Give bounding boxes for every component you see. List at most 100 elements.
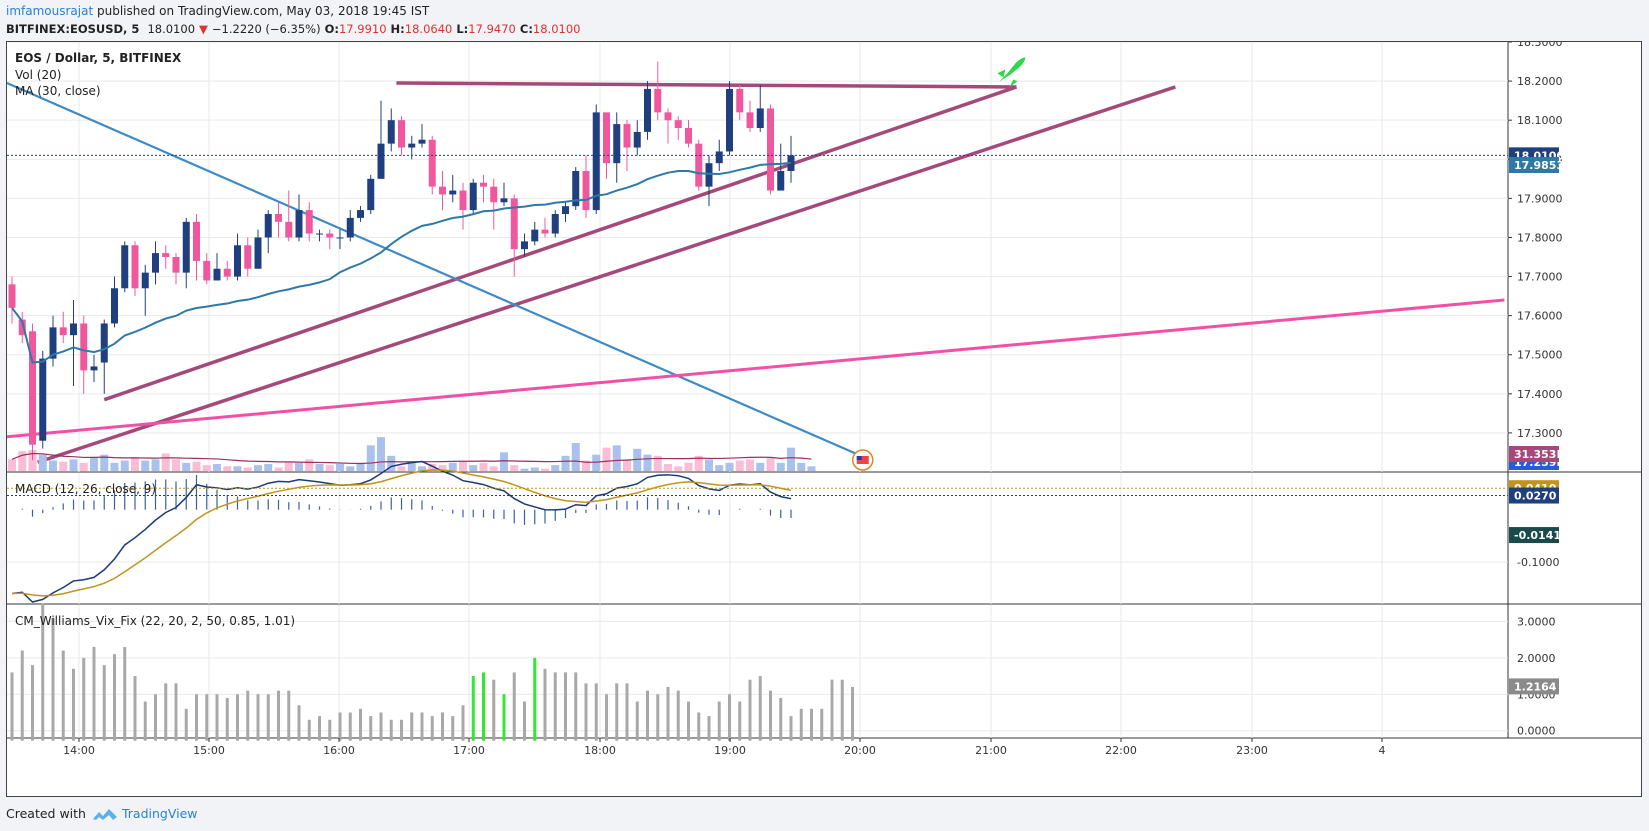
volume-bar [38, 454, 47, 471]
vix-bar [635, 701, 639, 741]
vix-bar [615, 683, 619, 741]
candle-body [49, 327, 57, 359]
volume-bar [28, 450, 37, 471]
candle-body [100, 323, 108, 363]
volume-bar [161, 453, 170, 471]
legend-title: EOS / Dollar, 5, BITFINEX [15, 51, 182, 65]
volume-bar [223, 466, 232, 471]
tradingview-logo-icon [92, 808, 117, 820]
candle-body [603, 112, 610, 164]
tradingview-link[interactable]: TradingView [92, 806, 198, 821]
volume-bar [602, 447, 611, 471]
volume-bar [346, 466, 355, 471]
signal-line [11, 469, 792, 597]
volume-badge: 31.353K [1514, 448, 1565, 461]
vix-bar [430, 716, 434, 741]
vix-bar [10, 672, 14, 741]
candle-body [316, 233, 323, 235]
vix-bar [359, 708, 362, 741]
volume-bar [756, 462, 765, 471]
legend-ma: MA (30, close) [15, 84, 101, 98]
candle-body [182, 221, 190, 273]
volume-bar [479, 462, 488, 471]
vix-bar [482, 672, 485, 741]
vix-bar [164, 683, 168, 741]
time-tick-label: 21:00 [975, 744, 1007, 757]
volume-bar [407, 461, 416, 471]
legend-macd: MACD (12, 26, close, 9) [15, 482, 156, 496]
volume-bar [213, 464, 221, 471]
volume-bar [295, 462, 303, 471]
vix-bar [779, 697, 783, 741]
vix-bar [133, 676, 137, 741]
trend-line [6, 298, 1505, 439]
ma-price-badge: 17.9853 [1514, 159, 1564, 172]
high-value: 18.0640 [404, 22, 453, 36]
price-tick-label: 18.3000 [1517, 42, 1563, 49]
vix-bar [799, 708, 803, 741]
volume-bar [274, 467, 283, 471]
us-flag-stripes [856, 456, 869, 464]
candle-body [623, 124, 631, 148]
candle-body [90, 366, 98, 371]
vix-bar [318, 716, 321, 741]
vix-bar [564, 672, 567, 741]
volume-bar [264, 464, 273, 471]
rocket-fins [997, 69, 1018, 88]
candle-body [29, 331, 36, 445]
candle-body [633, 131, 641, 148]
candle-body [746, 112, 754, 128]
ma-price-badge-bg [1509, 157, 1559, 174]
vix-bar [400, 719, 403, 741]
candle-body [377, 143, 385, 179]
candle-body [521, 241, 528, 250]
candle-body [777, 171, 785, 191]
trend-lines[interactable] [6, 81, 1505, 464]
vix-bar [656, 694, 660, 741]
chart-svg[interactable]: 14:00 15:00 16:00 17:00 18:00 19:00 20:00 21:00… [6, 36, 1641, 796]
vix-bar [379, 712, 383, 741]
candle-body [387, 120, 395, 144]
candle-body [70, 323, 77, 336]
volume-bar [325, 465, 334, 471]
last-price: 18.0100 [147, 22, 196, 36]
vix-bar [851, 686, 854, 741]
price-tick-label: 17.6000 [1517, 310, 1563, 323]
vix-bar [810, 708, 813, 741]
vix-bar [297, 705, 301, 741]
candle-body [592, 112, 600, 211]
volume-bar [674, 466, 683, 471]
time-tick-label: 23:00 [1236, 744, 1268, 757]
candle-body [469, 182, 477, 211]
volume-bar [284, 461, 293, 471]
candle-body [213, 268, 221, 281]
trend-line [6, 82, 859, 456]
volume-bar [510, 465, 519, 471]
chart-area[interactable]: 14:00 15:00 16:00 17:00 18:00 19:00 20:00 21:00… [6, 36, 1642, 797]
volume-bar [561, 455, 570, 471]
vix-last-badge: 1.2164 [1514, 680, 1557, 693]
vix-bar [225, 697, 229, 741]
volume-bar [192, 461, 201, 471]
created-with: Created with [6, 806, 86, 821]
candle-body [562, 206, 569, 214]
candle-body [572, 171, 580, 207]
vix-bar [51, 617, 55, 741]
vix-bar [72, 668, 75, 741]
open-value: 17.9910 [338, 22, 387, 36]
vix-bar [574, 672, 578, 741]
candle-body [418, 139, 426, 144]
author-link[interactable]: imfamousrajat [6, 4, 94, 18]
volume-bar [520, 468, 529, 471]
volume-bar [787, 447, 795, 471]
volume-bar [530, 467, 539, 471]
candle-body [644, 88, 651, 132]
vix-bar [307, 719, 311, 741]
price-tick-label: 17.7000 [1517, 271, 1563, 284]
vix-bar [102, 665, 106, 741]
vix-bar [769, 690, 772, 741]
tradingview-label: TradingView [121, 806, 198, 821]
vix-bar [820, 708, 824, 741]
vix-bar [215, 694, 219, 741]
axes: 14:00 15:00 16:00 17:00 18:00 19:00 20:00 21:00… [63, 36, 1565, 757]
